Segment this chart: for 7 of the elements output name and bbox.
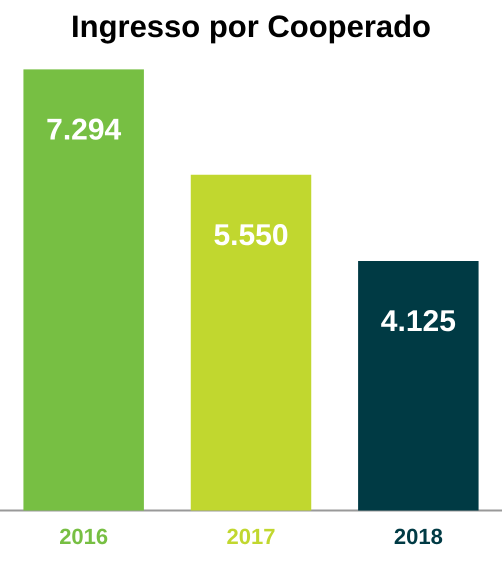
data-label: 7.294 bbox=[46, 113, 122, 146]
x-tick-label: 2016 bbox=[59, 524, 108, 549]
x-tick-label: 2018 bbox=[394, 524, 443, 549]
data-label: 4.125 bbox=[380, 305, 456, 338]
data-label: 5.550 bbox=[213, 219, 289, 252]
chart-title: Ingresso por Cooperado bbox=[71, 9, 431, 44]
x-tick-label: 2017 bbox=[226, 524, 276, 549]
